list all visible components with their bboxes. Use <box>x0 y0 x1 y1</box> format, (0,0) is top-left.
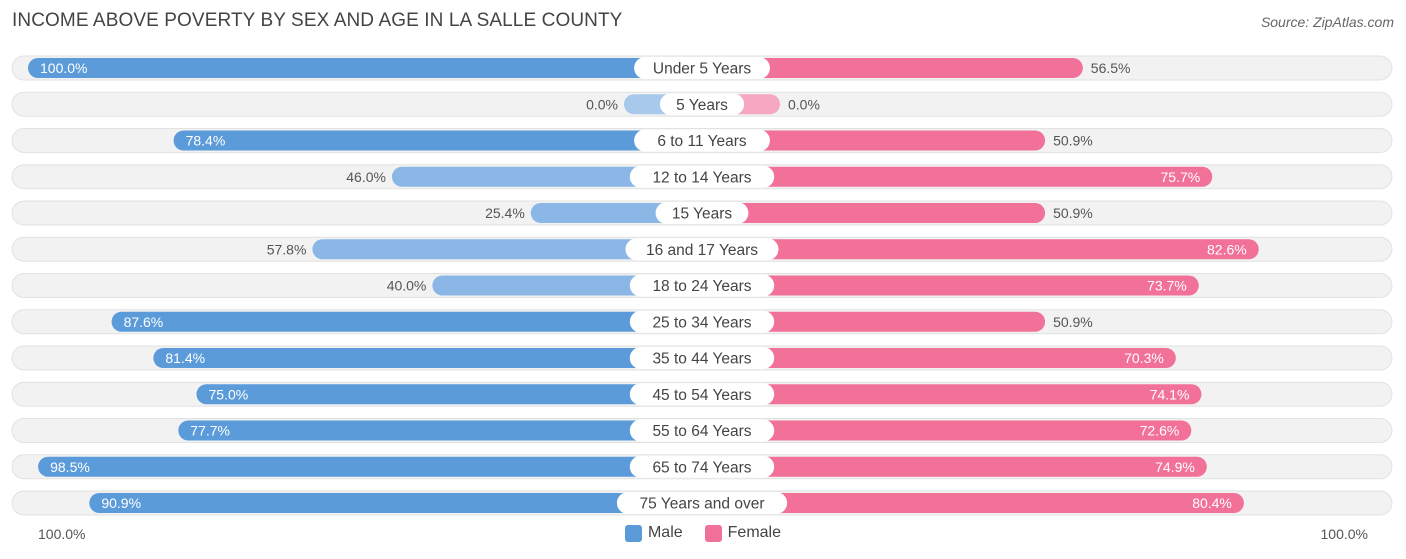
value-label-female: 73.7% <box>1147 278 1187 294</box>
bar-female <box>702 311 1046 332</box>
legend-swatch-male <box>624 524 642 542</box>
value-label-male: 40.0% <box>387 278 427 294</box>
value-label-male: 87.6% <box>124 314 164 330</box>
category-pill <box>629 274 775 297</box>
category-pill <box>629 383 775 406</box>
category-label: 75 Years and over <box>640 496 765 513</box>
bar-female <box>702 420 1192 441</box>
category-pill <box>655 202 749 224</box>
value-label-female: 80.4% <box>1192 495 1232 511</box>
value-label-female: 74.9% <box>1155 459 1195 475</box>
value-label-female: 74.1% <box>1150 386 1190 402</box>
bar-female <box>702 166 1213 187</box>
category-label: Under 5 Years <box>653 61 751 78</box>
category-label: 65 to 74 Years <box>652 459 751 476</box>
value-label-male: 75.0% <box>209 386 249 402</box>
category-pill <box>629 347 775 369</box>
axis-right-label: 100.0% <box>1320 526 1368 542</box>
legend-swatch-female <box>704 524 722 542</box>
bar-male <box>312 239 702 260</box>
category-pill <box>659 93 745 116</box>
legend-item-male[interactable]: Male <box>624 524 683 542</box>
value-label-male: 81.4% <box>165 350 205 366</box>
value-label-male: 0.0% <box>586 96 618 112</box>
bar-male <box>196 384 702 405</box>
bar-male <box>38 456 703 477</box>
category-pill <box>629 310 775 333</box>
bar-female <box>702 493 1244 513</box>
chart-title: INCOME ABOVE POVERTY BY SEX AND AGE IN L… <box>12 10 623 31</box>
category-label: 16 and 17 Years <box>646 242 758 259</box>
value-label-female: 75.7% <box>1161 169 1201 185</box>
value-label-female: 50.9% <box>1053 314 1093 330</box>
value-label-male: 100.0% <box>40 60 87 76</box>
category-label: 55 to 64 Years <box>652 423 751 440</box>
value-label-male: 77.7% <box>190 423 230 439</box>
legend-label-male: Male <box>647 524 683 541</box>
category-pill <box>634 129 770 152</box>
value-label-male: 25.4% <box>485 205 525 221</box>
category-label: 35 to 44 Years <box>652 351 751 368</box>
value-label-female: 50.9% <box>1053 133 1093 149</box>
bar-male <box>111 311 703 332</box>
value-label-female: 50.9% <box>1053 205 1093 221</box>
category-pill <box>625 238 779 261</box>
category-label: 18 to 24 Years <box>652 278 751 295</box>
value-label-male: 90.9% <box>101 495 141 511</box>
value-label-female: 70.3% <box>1124 350 1164 366</box>
bar-female <box>702 239 1259 260</box>
category-pill <box>629 455 775 478</box>
value-label-female: 56.5% <box>1091 60 1131 76</box>
bar-female <box>702 384 1202 405</box>
legend-label-female: Female <box>727 524 782 541</box>
category-pill <box>616 492 788 514</box>
value-label-male: 98.5% <box>50 459 90 475</box>
category-pill <box>629 165 775 188</box>
bar-male <box>89 493 703 513</box>
legend: Male Female <box>0 524 1406 542</box>
bar-female <box>702 275 1199 296</box>
category-label: 15 Years <box>672 206 733 223</box>
bar-male <box>28 58 702 78</box>
value-label-male: 57.8% <box>267 241 307 257</box>
bar-female <box>702 130 1046 151</box>
category-label: 45 to 54 Years <box>652 387 751 404</box>
bar-female <box>702 58 1083 78</box>
legend-item-female[interactable]: Female <box>704 524 782 542</box>
category-label: 5 Years <box>676 97 728 114</box>
value-label-male: 78.4% <box>186 133 226 149</box>
bar-male <box>173 130 703 151</box>
axis-left-label: 100.0% <box>38 526 86 542</box>
category-label: 6 to 11 Years <box>657 133 747 150</box>
bar-male <box>178 420 702 441</box>
value-label-female: 82.6% <box>1207 241 1247 257</box>
category-label: 12 to 14 Years <box>652 169 751 186</box>
source-label: Source: ZipAtlas.com <box>1260 14 1394 30</box>
bar-female <box>702 203 1046 223</box>
bar-female <box>702 456 1207 477</box>
bar-male <box>153 348 702 368</box>
category-pill <box>634 57 770 79</box>
category-pill <box>629 419 775 442</box>
value-label-female: 72.6% <box>1140 423 1180 439</box>
bar-male <box>391 166 702 187</box>
category-label: 25 to 34 Years <box>652 314 751 331</box>
bar-female <box>702 348 1176 368</box>
value-label-male: 46.0% <box>346 169 386 185</box>
value-label-female: 0.0% <box>788 96 820 112</box>
